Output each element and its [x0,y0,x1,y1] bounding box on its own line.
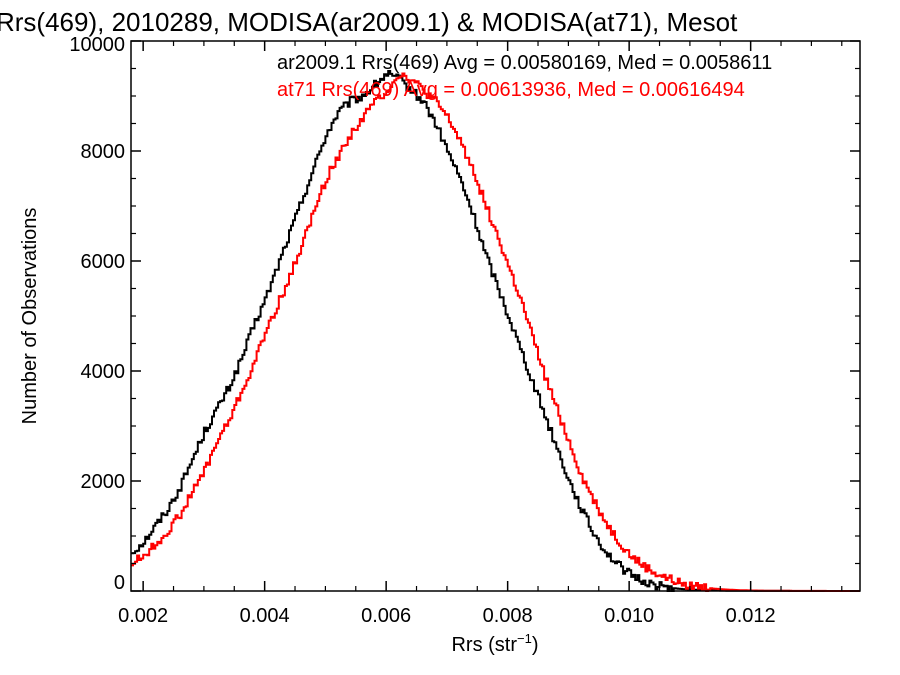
x-tick-label: 0.008 [483,605,533,627]
y-tick-label: 10000 [69,34,125,56]
x-tick-label: 0.006 [361,605,411,627]
x-axis: 0.002 0.004 0.006 0.008 0.010 0.012 [118,41,843,627]
x-tick-label: 0.010 [604,605,654,627]
series-layer [131,70,860,592]
series-line-at71 [131,72,860,592]
legend-at71: at71 Rrs(469) Avg = 0.00613936, Med = 0.… [277,79,745,101]
x-axis-label-main: Rrs (str [451,634,517,656]
plot-frame [130,40,861,592]
x-tick-label: 0.004 [240,605,290,627]
y-tick-label: 6000 [81,251,126,273]
x-tick-label: 0.012 [726,605,776,627]
x-axis-label-superscript: −1 [517,631,532,646]
legend-ar2009: ar2009.1 Rrs(469) Avg = 0.00580169, Med … [277,52,772,74]
series-line-ar2009.1 [131,70,860,592]
y-axis: 0 2000 4000 6000 8000 10000 [69,34,860,594]
y-axis-label: Number of Observations [19,208,41,425]
x-axis-label: Rrs (str−1) [451,631,538,656]
x-tick-label: 0.002 [118,605,168,627]
y-tick-label: 0 [114,572,125,594]
y-tick-label: 2000 [81,471,126,493]
y-tick-label: 8000 [81,141,126,163]
y-tick-label: 4000 [81,361,126,383]
x-axis-label-close: ) [532,634,539,656]
chart-title: Rrs(469), 2010289, MODISA(ar2009.1) & MO… [0,7,738,37]
